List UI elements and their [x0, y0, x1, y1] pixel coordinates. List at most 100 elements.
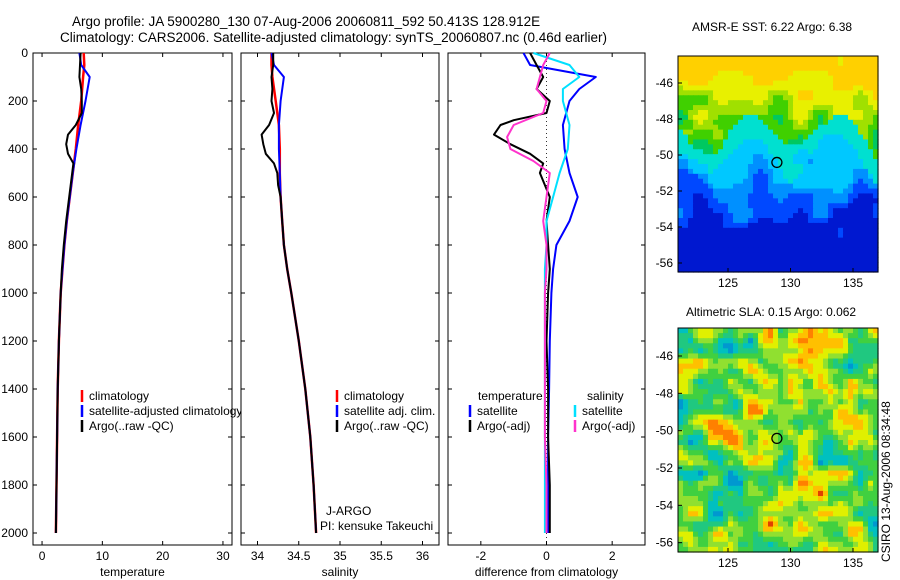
map-cell	[863, 105, 869, 111]
map-cell	[768, 526, 774, 533]
map-cell	[683, 119, 689, 126]
map-cell	[818, 521, 824, 528]
map-cell	[763, 378, 769, 385]
map-cell	[818, 193, 824, 199]
map-cell	[868, 384, 874, 390]
map-cell	[728, 203, 734, 209]
map-cell	[763, 188, 769, 195]
map-cell	[748, 154, 754, 160]
map-cell	[733, 56, 739, 62]
map-cell	[808, 213, 814, 219]
map-cell	[868, 445, 874, 451]
map-cell	[708, 338, 714, 344]
map-cell	[808, 419, 814, 426]
map-cell	[678, 218, 684, 224]
map-cell	[833, 414, 839, 421]
map-cell	[788, 343, 794, 349]
map-cell	[683, 485, 689, 492]
map-cell	[728, 70, 734, 77]
map-cell	[798, 429, 804, 436]
map-cell	[698, 521, 704, 528]
map-cell	[848, 139, 854, 145]
map-cell	[803, 414, 809, 421]
map-cell	[683, 129, 689, 136]
map-cell	[838, 450, 844, 456]
map-cell	[793, 541, 799, 548]
map-cell	[753, 242, 759, 249]
map-cell	[758, 70, 764, 77]
map-cell	[818, 328, 824, 334]
map-cell	[838, 368, 844, 375]
map-cell	[868, 119, 874, 126]
map-cell	[693, 90, 699, 96]
map-cell	[743, 208, 749, 214]
map-cell	[793, 227, 799, 234]
map-cell	[808, 168, 814, 175]
map-cell	[808, 373, 814, 380]
map-cell	[703, 134, 709, 141]
map-cell	[733, 164, 739, 170]
map-cell	[813, 134, 819, 141]
map-cell	[733, 124, 739, 131]
map-cell	[753, 409, 759, 416]
map-cell	[728, 394, 734, 400]
map-cell	[748, 60, 754, 67]
map-cell	[858, 490, 864, 497]
map-cell	[733, 348, 739, 355]
map-cell	[813, 480, 819, 487]
map-cell	[823, 70, 829, 77]
map-cell	[783, 485, 789, 492]
map-cell	[833, 85, 839, 91]
map-cell	[758, 178, 764, 185]
map-cell	[818, 114, 824, 121]
map-cell	[788, 445, 794, 451]
map-cell	[833, 333, 839, 339]
map-cell	[773, 80, 779, 87]
map-cell	[768, 338, 774, 344]
map-cell	[858, 149, 864, 155]
map-cell	[838, 409, 844, 416]
map-x-tick-label: 135	[843, 556, 863, 570]
map-cell	[873, 100, 879, 106]
map-cell	[778, 129, 784, 136]
map-cell	[693, 373, 699, 380]
map-cell	[848, 373, 854, 380]
map-cell	[743, 521, 749, 528]
map-cell	[778, 242, 784, 249]
map-cell	[813, 546, 819, 553]
map-cell	[818, 368, 824, 375]
map-cell	[853, 70, 859, 77]
map-cell	[768, 348, 774, 355]
map-cell	[753, 139, 759, 145]
map-cell	[833, 424, 839, 431]
map-cell	[873, 85, 879, 91]
map-cell	[698, 56, 704, 62]
map-cell	[743, 252, 749, 258]
map-cell	[773, 445, 779, 451]
map-cell	[708, 173, 714, 180]
map-cell	[743, 328, 749, 334]
map-cell	[778, 227, 784, 234]
map-x-tick-label: 130	[780, 276, 800, 290]
y-tick-label: 800	[8, 238, 28, 252]
map-cell	[768, 267, 774, 273]
map-cell	[733, 227, 739, 234]
map-cell	[798, 450, 804, 456]
map-cell	[753, 419, 759, 426]
map-cell	[828, 409, 834, 416]
map-cell	[803, 56, 809, 62]
map-cell	[763, 338, 769, 344]
map-cell	[748, 178, 754, 185]
map-cell	[793, 363, 799, 370]
map-cell	[788, 394, 794, 400]
map-x-tick-label: 125	[718, 276, 738, 290]
map-cell	[723, 65, 729, 72]
map-cell	[718, 80, 724, 87]
map-cell	[868, 506, 874, 512]
map-cell	[738, 149, 744, 155]
map-cell	[868, 394, 874, 400]
map-cell	[753, 193, 759, 199]
map-cell	[818, 450, 824, 456]
map-cell	[808, 394, 814, 400]
map-cell	[728, 173, 734, 180]
